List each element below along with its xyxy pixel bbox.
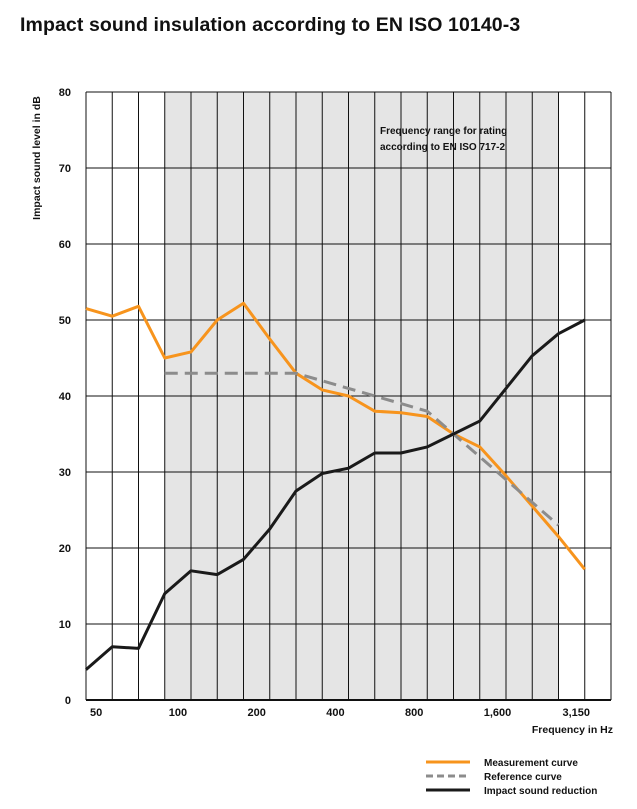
legend-label: Impact sound reduction (484, 786, 597, 797)
series-measurement-curve (85, 301, 586, 571)
x-tick-label: 100 (169, 707, 187, 719)
y-tick-label: 80 (59, 87, 71, 99)
chart-title: Impact sound insulation according to EN … (20, 14, 521, 36)
x-tick-label: 800 (405, 707, 423, 719)
tick-labels: 0 10 20 30 40 50 60 70 80 50 100 200 400 800 1,600 3,15… (59, 87, 590, 719)
legend: Measurement curve Reference curve Impact s… (426, 758, 597, 797)
y-tick-label: 50 (59, 315, 71, 327)
series-impact-sound-reduction (85, 318, 586, 671)
y-tick-label: 60 (59, 239, 71, 251)
series-group (85, 301, 586, 671)
y-tick-label: 30 (59, 467, 71, 479)
x-tick-label: 50 (90, 707, 102, 719)
annotation-line-2: according to EN ISO 717-2 (380, 142, 505, 153)
x-tick-label: 400 (326, 707, 344, 719)
y-tick-label: 40 (59, 391, 71, 403)
y-tick-label: 10 (59, 619, 71, 631)
y-tick-label: 20 (59, 543, 71, 555)
y-axis-label: Impact sound level in dB (31, 96, 43, 220)
grid (85, 91, 612, 701)
x-tick-label: 1,600 (484, 707, 512, 719)
series-reference-curve (164, 371, 560, 527)
x-tick-label: 3,150 (563, 707, 591, 719)
legend-label: Reference curve (484, 772, 562, 783)
x-tick-label: 200 (248, 707, 266, 719)
annotation-line-1: Frequency range for rating (380, 126, 507, 137)
y-tick-label: 0 (65, 695, 71, 707)
y-tick-label: 70 (59, 163, 71, 175)
x-axis-label: Frequency in Hz (532, 724, 613, 736)
legend-label: Measurement curve (484, 758, 578, 769)
